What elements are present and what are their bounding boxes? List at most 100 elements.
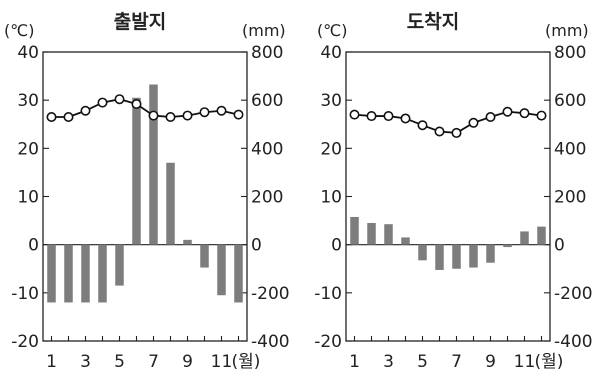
x-tick-label: 1 <box>349 352 360 372</box>
right-tick-label: 400 <box>554 139 586 159</box>
right-tick-label: 400 <box>251 139 283 159</box>
temperature-point <box>182 110 193 121</box>
precipitation-bar <box>98 244 107 303</box>
temperature-line <box>51 98 239 118</box>
right-tick-label: 600 <box>251 91 283 111</box>
right-tick-label: -200 <box>554 284 593 304</box>
left-tick-label: 40 <box>17 43 39 63</box>
temperature-point <box>434 126 445 137</box>
temperature-point <box>502 106 513 117</box>
x-tick-label: 9 <box>182 352 193 372</box>
temperature-point <box>148 110 159 121</box>
temperature-point <box>383 111 394 122</box>
temperature-point <box>519 108 530 119</box>
temperature-point <box>451 127 462 138</box>
precipitation-bar <box>520 231 529 245</box>
x-tick-label: 9 <box>485 352 496 372</box>
temperature-point <box>80 105 91 116</box>
left-tick-label: 20 <box>17 139 39 159</box>
precipitation-bar <box>234 244 243 303</box>
temperature-line <box>354 110 542 134</box>
x-tick-label: 3 <box>80 352 91 372</box>
temperature-point <box>97 97 108 108</box>
plot-frame <box>345 51 551 342</box>
right-tick-label: 800 <box>251 43 283 63</box>
temperature-point <box>199 107 210 118</box>
plot-frame <box>42 51 248 342</box>
precipitation-bar <box>435 244 444 270</box>
precipitation-bar <box>401 237 410 245</box>
precipitation-bar <box>183 239 192 245</box>
temperature-point <box>468 117 479 128</box>
x-tick-label: 7 <box>451 352 462 372</box>
x-axis-unit: (월) <box>232 352 261 372</box>
right-axis-unit: (mm) <box>545 21 589 40</box>
left-tick-label: 0 <box>28 236 39 256</box>
precipitation-bar <box>81 244 90 303</box>
temperature-point <box>114 94 125 105</box>
precipitation-bar <box>469 244 478 268</box>
right-tick-label: -200 <box>251 284 290 304</box>
temperature-point <box>46 112 57 123</box>
temperature-point <box>417 120 428 131</box>
precipitation-bar <box>503 244 512 248</box>
precipitation-bar <box>200 244 209 268</box>
precipitation-bar <box>132 97 141 245</box>
x-tick-label: 5 <box>417 352 428 372</box>
x-tick-label: 11 <box>514 352 536 372</box>
chart-title: 출발지 <box>114 11 166 33</box>
left-tick-label: -20 <box>314 332 342 352</box>
left-tick-label: -10 <box>314 284 342 304</box>
left-tick-label: -20 <box>11 332 39 352</box>
precipitation-bar <box>115 244 124 286</box>
x-tick-label: 3 <box>383 352 394 372</box>
temperature-point <box>165 112 176 123</box>
right-tick-label: 0 <box>554 236 565 256</box>
right-tick-label: 0 <box>251 236 262 256</box>
left-tick-label: -10 <box>11 284 39 304</box>
precipitation-bar <box>350 216 359 245</box>
precipitation-bar <box>384 224 393 245</box>
temperature-point <box>216 105 227 116</box>
left-axis-unit: (℃) <box>4 21 34 40</box>
temperature-point <box>63 112 74 123</box>
right-tick-label: 600 <box>554 91 586 111</box>
precipitation-bar <box>217 244 226 296</box>
precipitation-bar <box>47 244 56 303</box>
temperature-point <box>366 111 377 122</box>
left-tick-label: 10 <box>320 188 342 208</box>
x-tick-label: 1 <box>46 352 57 372</box>
left-tick-label: 30 <box>320 91 342 111</box>
right-axis-unit: (mm) <box>242 21 286 40</box>
precipitation-bar <box>452 244 461 269</box>
precipitation-bar <box>418 244 427 261</box>
right-tick-label: -400 <box>554 332 593 352</box>
x-tick-label: 5 <box>114 352 125 372</box>
right-tick-label: 200 <box>251 188 283 208</box>
precipitation-bar <box>486 244 495 263</box>
x-tick-label: 11 <box>211 352 233 372</box>
precipitation-bar <box>64 244 73 303</box>
precipitation-bar <box>166 162 175 245</box>
chart-title: 도착지 <box>407 11 459 33</box>
temperature-point <box>536 110 547 121</box>
precipitation-bar <box>537 226 546 245</box>
left-tick-label: 0 <box>331 236 342 256</box>
precipitation-bar <box>367 222 376 245</box>
x-tick-label: 7 <box>148 352 159 372</box>
right-tick-label: 800 <box>554 43 586 63</box>
left-tick-label: 20 <box>320 139 342 159</box>
left-tick-label: 30 <box>17 91 39 111</box>
right-tick-label: -400 <box>251 332 290 352</box>
temperature-point <box>131 99 142 110</box>
temperature-point <box>400 113 411 124</box>
temperature-point <box>233 109 244 120</box>
right-tick-label: 200 <box>554 188 586 208</box>
left-axis-unit: (℃) <box>317 21 347 40</box>
precipitation-bar <box>149 84 158 245</box>
left-tick-label: 40 <box>320 43 342 63</box>
left-tick-label: 10 <box>17 188 39 208</box>
temperature-point <box>349 109 360 120</box>
temperature-point <box>485 112 496 123</box>
